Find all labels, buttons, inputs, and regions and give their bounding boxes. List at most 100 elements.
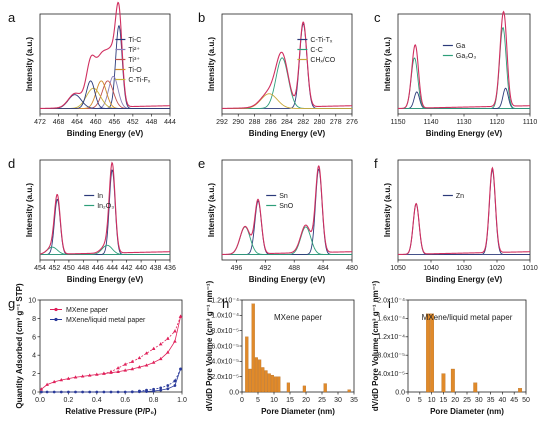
bar-h — [261, 367, 265, 393]
y-tick-label-h: 6.0x10⁻⁵ — [211, 343, 239, 350]
x-tick-label-g: 0.6 — [120, 397, 130, 404]
legend-entry-a: Ti-C — [128, 37, 141, 44]
x-tick-label-a: 452 — [127, 119, 139, 126]
plot-frame-d — [39, 159, 171, 261]
bar-i — [450, 368, 455, 393]
y-axis-label-d: Intensity (a.u.) — [25, 183, 34, 238]
x-tick-label-f: 1040 — [423, 265, 439, 272]
y-axis-label-i: dV/dD Pore Volume (cm³ g⁻¹ nm⁻¹) — [371, 280, 380, 411]
panel-title-h: MXene paper — [274, 313, 322, 322]
data-point-mxene — [87, 373, 92, 377]
data-point-mxene-lm — [159, 388, 163, 392]
y-tick-label-h: 0.0 — [229, 389, 239, 396]
legend-entry-a: Ti³⁺ — [128, 57, 140, 64]
x-tick-label-e: 484 — [317, 265, 329, 272]
data-point-mxene-lm — [145, 388, 148, 392]
data-point-mxene — [123, 362, 127, 366]
legend-entry-e: Sn — [279, 193, 288, 200]
y-tick-label-g: 2 — [32, 371, 36, 378]
x-tick-label-c: 1110 — [523, 119, 538, 126]
data-point-mxene-lm — [130, 390, 134, 394]
component-peak-b — [222, 57, 352, 109]
bar-h — [277, 376, 281, 393]
x-tick-label-b: 278 — [330, 119, 342, 126]
data-point-mxene-lm — [67, 390, 70, 394]
component-peak-c — [398, 26, 530, 109]
component-peak-d — [40, 244, 170, 255]
data-point-mxene — [52, 379, 56, 384]
data-point-mxene-lm — [123, 390, 127, 394]
bar-h — [302, 385, 306, 393]
x-tick-label-b: 284 — [281, 119, 293, 126]
y-tick-label-g: 8 — [32, 316, 36, 323]
x-tick-label-a: 444 — [164, 119, 176, 126]
data-point-mxene-lm — [173, 384, 177, 387]
bar-h — [248, 368, 252, 393]
data-point-mxene — [80, 374, 85, 378]
x-tick-label-i: 0 — [406, 397, 410, 404]
panel-label-d: d — [8, 156, 15, 171]
legend-entry-b: CHₓ/CO — [310, 57, 335, 64]
x-tick-label-f: 1020 — [489, 265, 505, 272]
x-tick-label-b: 276 — [346, 119, 358, 126]
data-point-mxene-lm — [81, 390, 84, 394]
data-point-mxene — [173, 329, 177, 333]
data-point-mxene — [158, 342, 163, 346]
x-tick-label-e: 496 — [231, 265, 243, 272]
data-point-mxene — [137, 365, 142, 369]
component-peak-f — [398, 168, 530, 255]
x-tick-label-d: 450 — [63, 265, 75, 272]
data-point-mxene-lm — [173, 379, 177, 383]
y-tick-label-h: 4.0x10⁻⁵ — [211, 359, 239, 366]
x-tick-label-h: 30 — [334, 397, 342, 404]
x-axis-label-b: Binding Energy (eV) — [249, 129, 326, 138]
panel-title-i: MXene/liquid metal paper — [422, 313, 513, 322]
data-point-mxene-lm — [166, 387, 170, 391]
envelope-curve-a — [39, 1, 171, 110]
x-tick-label-i: 5 — [418, 397, 422, 404]
legend-entry-g: MXene/liquid metal paper — [66, 317, 146, 324]
panel-label-a: a — [8, 10, 16, 25]
envelope-curve-e — [221, 165, 353, 256]
x-tick-label-h: 0 — [240, 397, 244, 404]
x-axis-label-g: Relative Pressure (P/P₀) — [65, 407, 157, 416]
data-point-mxene — [66, 376, 71, 380]
y-axis-label-h: dV/dD Pore Volume (cm³ g⁻¹ nm⁻¹) — [205, 280, 214, 411]
x-tick-label-b: 286 — [265, 119, 277, 126]
x-axis-label-d: Binding Energy (eV) — [67, 275, 144, 284]
legend-entry-c: Ga — [456, 43, 465, 50]
x-tick-label-i: 35 — [487, 397, 495, 404]
y-tick-label-i: 0.0 — [395, 389, 405, 396]
bar-h — [274, 376, 278, 393]
data-point-mxene — [95, 372, 99, 376]
legend-entry-d: In₂O₃ — [97, 203, 114, 210]
y-axis-label-e: Intensity (a.u.) — [207, 183, 216, 238]
x-tick-label-b: 292 — [216, 119, 228, 126]
x-tick-label-d: 454 — [34, 265, 46, 272]
y-axis-label-b: Intensity (a.u.) — [207, 37, 216, 92]
x-tick-label-h: 20 — [302, 397, 310, 404]
y-tick-label-g: 10 — [28, 298, 36, 305]
bar-i — [441, 373, 446, 393]
bar-h — [245, 336, 249, 393]
x-tick-label-c: 1130 — [456, 119, 471, 126]
x-tick-label-h: 10 — [270, 397, 278, 404]
legend-entry-b: C-Ti-Tₓ — [310, 37, 333, 44]
x-tick-label-i: 30 — [475, 397, 483, 404]
data-point-mxene-lm — [59, 390, 63, 394]
isotherm-line-adsorption — [41, 316, 181, 390]
y-axis-label-f: Intensity (a.u.) — [383, 183, 392, 238]
panel-label-h: h — [222, 296, 229, 311]
x-tick-label-e: 488 — [288, 265, 300, 272]
component-peak-a — [40, 87, 170, 109]
y-axis-label-a: Intensity (a.u.) — [25, 37, 34, 92]
data-point-mxene — [166, 336, 170, 340]
x-tick-label-i: 20 — [451, 397, 459, 404]
bar-i — [473, 382, 478, 393]
plot-frame-a — [39, 13, 171, 115]
legend-entry-c: Ga₂O₃ — [456, 53, 477, 60]
plot-frame-b — [221, 13, 353, 115]
data-point-mxene — [116, 369, 120, 373]
x-tick-label-b: 290 — [232, 119, 244, 126]
